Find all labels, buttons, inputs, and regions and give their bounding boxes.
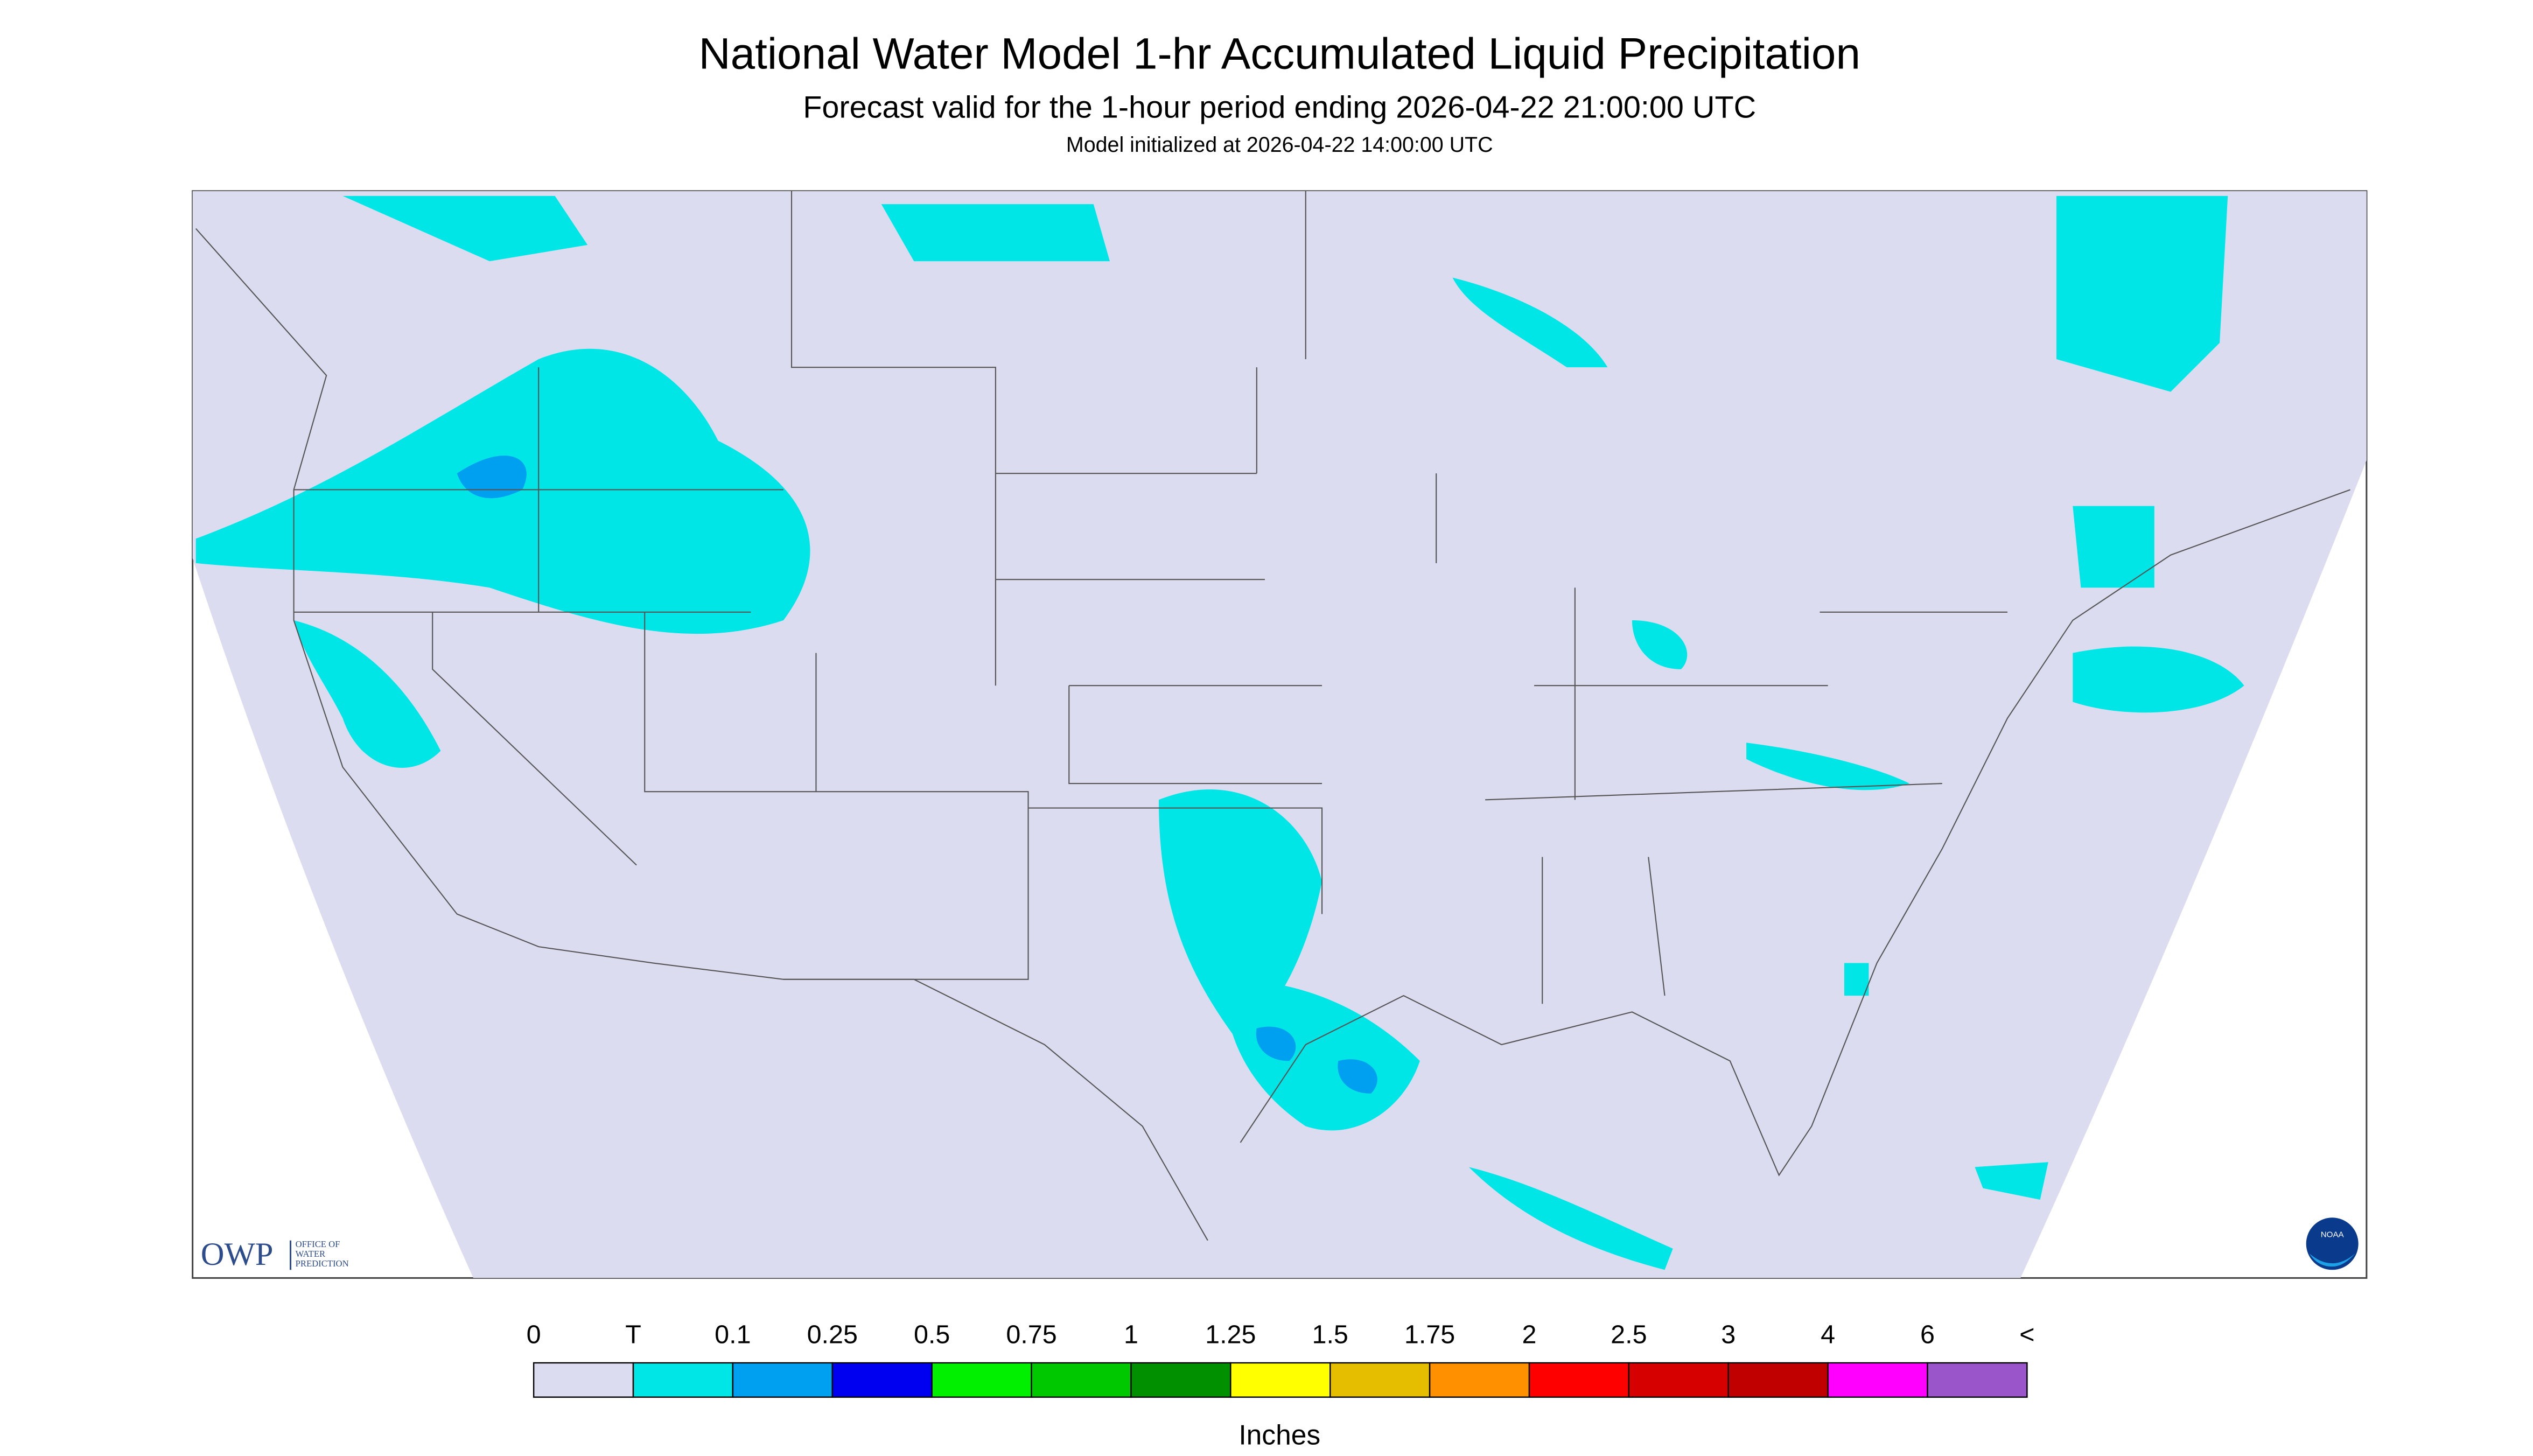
- legend: 0 T 0.1 0.25 0.5 0.75 1 1.25 1.5 1.75 2 2.5 3 4 6 <: [527, 1320, 2035, 1398]
- owp-logo: OWP OFFICE OF WATER PREDICTION: [201, 1236, 349, 1272]
- legend-label: 2: [1522, 1320, 1536, 1349]
- title: National Water Model 1-hr Accumulated Li…: [699, 30, 1860, 79]
- owp-text: WATER: [296, 1249, 326, 1259]
- legend-label: 4: [1821, 1320, 1835, 1349]
- legend-swatch: [1528, 1362, 1630, 1398]
- owp-text: OFFICE OF: [296, 1239, 340, 1249]
- legend-swatch: [1230, 1362, 1331, 1398]
- legend-label: T: [625, 1320, 641, 1349]
- legend-label: 0: [527, 1320, 541, 1349]
- legend-swatch: [1429, 1362, 1530, 1398]
- legend-swatch: [1130, 1362, 1231, 1398]
- noaa-text: NOAA: [2321, 1230, 2345, 1240]
- legend-label: 1: [1124, 1320, 1138, 1349]
- subtitle: Forecast valid for the 1-hour period end…: [803, 90, 1756, 124]
- legend-label: 0.25: [807, 1320, 858, 1349]
- noaa-logo: NOAA: [2306, 1217, 2359, 1270]
- legend-label: 6: [1920, 1320, 1935, 1349]
- legend-label: 3: [1721, 1320, 1736, 1349]
- legend-label: 0.1: [715, 1320, 751, 1349]
- legend-label: <: [2019, 1320, 2034, 1349]
- legend-swatch: [1727, 1362, 1829, 1398]
- map-area: [192, 190, 2368, 1279]
- legend-swatch: [632, 1362, 734, 1398]
- legend-swatch: [831, 1362, 933, 1398]
- boundaries: [195, 191, 2350, 1241]
- legend-label: 2.5: [1611, 1320, 1647, 1349]
- legend-swatch: [533, 1362, 634, 1398]
- legend-label: 1.5: [1312, 1320, 1348, 1349]
- legend-swatch: [732, 1362, 833, 1398]
- legend-label: 0.5: [914, 1320, 950, 1349]
- legend-unit: Inches: [1238, 1419, 1320, 1451]
- init-time: Model initialized at 2026-04-22 14:00:00…: [1066, 133, 1493, 157]
- legend-swatch: [1628, 1362, 1729, 1398]
- legend-swatch: [1927, 1362, 2028, 1398]
- legend-swatch: [1329, 1362, 1431, 1398]
- precip-moderate: [457, 456, 1377, 1094]
- legend-swatch: [1031, 1362, 1132, 1398]
- domain: [192, 191, 2367, 1278]
- owp-mark: OWP: [201, 1236, 274, 1272]
- legend-label: 0.75: [1006, 1320, 1056, 1349]
- legend-swatch: [1827, 1362, 1928, 1398]
- legend-label: 1.25: [1205, 1320, 1256, 1349]
- legend-swatch: [931, 1362, 1032, 1398]
- owp-text: PREDICTION: [296, 1258, 349, 1269]
- legend-label: 1.75: [1404, 1320, 1455, 1349]
